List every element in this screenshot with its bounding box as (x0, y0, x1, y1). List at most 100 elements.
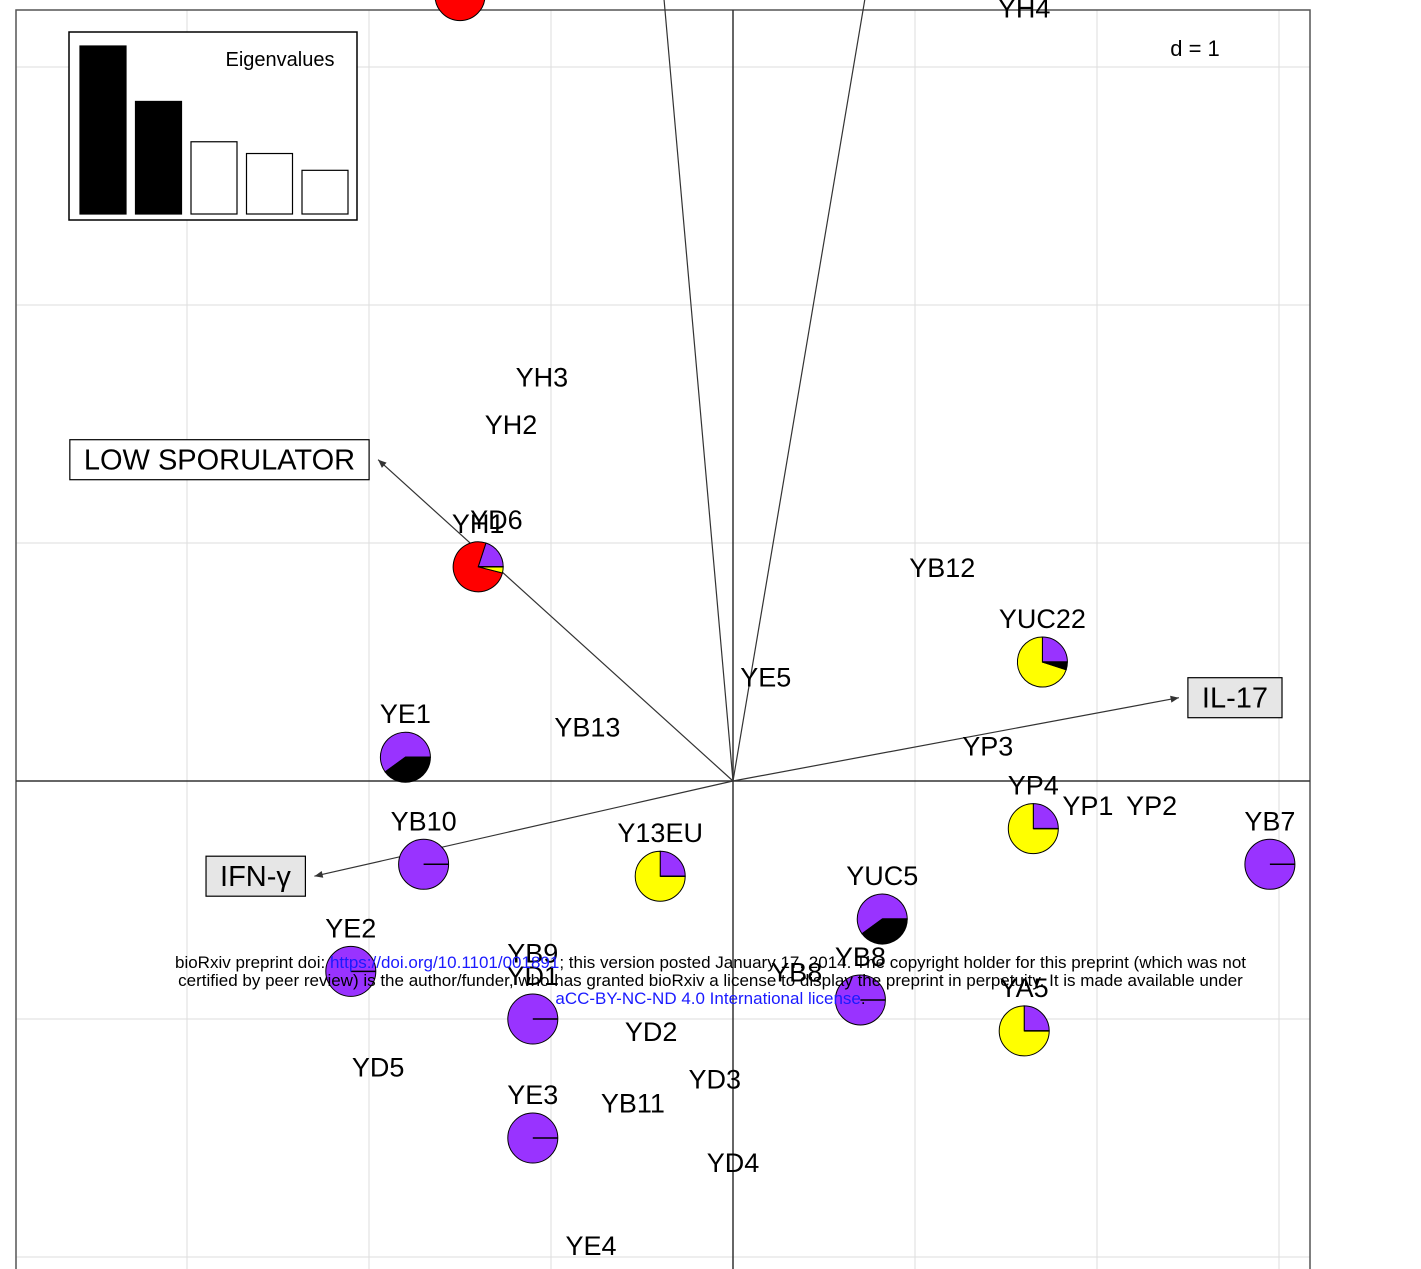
variable-label-box (69, 439, 370, 481)
variable-label-text: IFN-γ (220, 861, 291, 893)
license-link[interactable]: aCC-BY-NC-ND 4.0 International license (555, 989, 861, 1008)
arrow-head (314, 870, 324, 878)
point-label: Y13EU (617, 818, 703, 848)
notice-line-1: bioRxiv preprint doi: https://doi.org/10… (0, 954, 1421, 972)
eigenvalue-bar (245, 152, 294, 215)
point-label: YB10 (391, 806, 457, 836)
sample-point: YB8 (771, 957, 822, 987)
sample-point: YD5 (352, 1053, 405, 1083)
scale-label: d = 1 (1170, 36, 1220, 61)
arrow-head (378, 459, 387, 468)
point-label: YE5 (740, 662, 791, 692)
eigenvalue-bar (134, 100, 183, 215)
doi-link[interactable]: https://doi.org/10.1101/001891 (329, 953, 560, 972)
point-label: YE2 (325, 913, 376, 943)
sample-point: YD3 (689, 1065, 742, 1095)
point-label: YD5 (352, 1053, 405, 1083)
sample-point: YD6 (470, 505, 523, 535)
sample-point: YB9 (507, 938, 558, 968)
notice-text: bioRxiv preprint doi: (174, 953, 330, 972)
point-label: YB11 (601, 1088, 665, 1118)
sample-point: YH1 (452, 509, 505, 593)
variable-label-box (205, 855, 306, 897)
sample-point: YE4 (566, 1231, 617, 1261)
point-label: YUC5 (846, 861, 918, 891)
sample-point: YB11 (601, 1088, 665, 1118)
pie-slice (384, 756, 431, 783)
point-label: YB12 (909, 553, 975, 583)
point-label: YB8 (835, 942, 886, 972)
point-label: YE1 (380, 699, 431, 729)
variable-arrows: IL-10HIGH SPORULATORLOW SPORULATORIL-17I… (69, 0, 1283, 897)
pie-slice (861, 918, 908, 945)
notice-text: ; this version posted January 17, 2014. … (559, 953, 1246, 972)
point-label: YH3 (516, 362, 569, 392)
pie-slice (1041, 636, 1068, 663)
variable-label: IL-17 (1187, 677, 1283, 719)
variable-label: LOW SPORULATOR (69, 439, 370, 481)
point-label: YH2 (485, 410, 538, 440)
pie-slice (998, 1005, 1050, 1057)
sample-point: YB7 (1244, 806, 1295, 890)
sample-point: Y13EU (617, 818, 703, 902)
sample-point: YD4 (707, 1148, 760, 1178)
eigenvalue-inset: Eigenvalues (68, 31, 358, 221)
sample-point: YE1 (379, 699, 431, 783)
preprint-notice: bioRxiv preprint doi: https://doi.org/10… (0, 954, 1421, 1008)
point-label: YH4 (998, 0, 1051, 24)
pie-slice (379, 731, 431, 773)
point-label: YA5 (1000, 973, 1049, 1003)
variable-label: IFN-γ (205, 855, 306, 897)
pie-slice (634, 850, 686, 902)
eigenvalue-title: Eigenvalues (226, 49, 335, 71)
sample-point: YD2 (625, 1017, 678, 1047)
sample-point: SK1 (434, 0, 486, 22)
point-label: YD4 (707, 1148, 760, 1178)
point-label: YP3 (962, 731, 1013, 761)
point-label: YH1 (452, 509, 505, 539)
arrow-head (1170, 695, 1179, 703)
pie-slice (856, 893, 908, 935)
eigenvalue-bar (190, 141, 238, 215)
pie-slice (434, 0, 486, 22)
sample-point: YB8 (835, 942, 886, 1026)
sample-point: YUC5 (846, 861, 918, 945)
notice-line-3: aCC-BY-NC-ND 4.0 International license. (0, 990, 1421, 1008)
point-label: YB7 (1244, 806, 1295, 836)
pie-slice (1032, 803, 1059, 830)
notice-line-2: certified by peer review) is the author/… (178, 971, 1243, 990)
sample-point: YUC22 (999, 604, 1086, 688)
point-label: YB8 (771, 957, 822, 987)
sample-point: YE2 (325, 913, 376, 997)
sample-point: YB13 (554, 712, 620, 742)
axes (16, 10, 1310, 1269)
notice-text: . (860, 989, 866, 1008)
sample-point: YE3 (507, 1080, 558, 1164)
pie-slice (659, 850, 686, 877)
variable-arrow (314, 780, 734, 877)
sample-point: YP2 (1126, 791, 1177, 821)
variable-label-box (1187, 677, 1283, 719)
variable-arrow (377, 459, 734, 782)
point-label: YB13 (554, 712, 620, 742)
pie-slice (452, 541, 504, 593)
sample-point: YE5 (740, 662, 791, 692)
variable-arrow (732, 697, 1180, 782)
pie-slice (1023, 1005, 1050, 1032)
point-label: YD3 (689, 1065, 742, 1095)
plot-frame (15, 9, 1311, 1269)
pie-slice (1016, 636, 1067, 688)
sample-point: YH4 (998, 0, 1051, 24)
sample-point: YA5 (998, 973, 1050, 1057)
point-label: YP4 (1008, 771, 1059, 801)
sample-point: YD1 (507, 961, 559, 1045)
eigenvalue-bar (301, 169, 349, 215)
sample-point: YH3 (516, 362, 569, 392)
variable-label-text: IL-17 (1202, 683, 1268, 715)
sample-point: YP1 (1062, 791, 1113, 821)
point-label: YP1 (1062, 791, 1113, 821)
point-label: YE4 (566, 1231, 617, 1261)
sample-point: YH2 (485, 410, 538, 440)
